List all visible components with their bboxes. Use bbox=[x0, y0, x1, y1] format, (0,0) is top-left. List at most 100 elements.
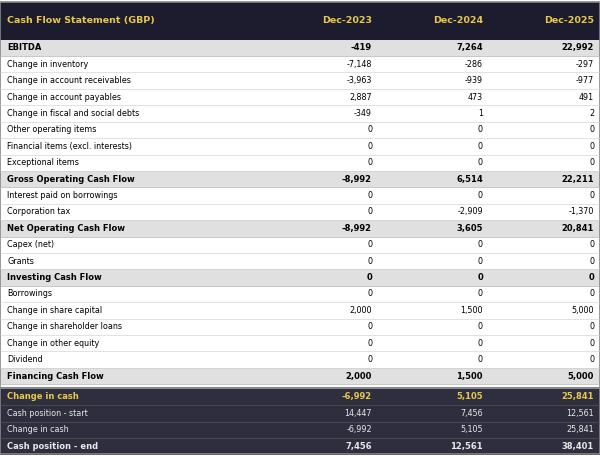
Text: Gross Operating Cash Flow: Gross Operating Cash Flow bbox=[7, 174, 135, 184]
Text: Capex (net): Capex (net) bbox=[7, 240, 55, 249]
Text: -6,992: -6,992 bbox=[346, 425, 372, 434]
Text: 14,447: 14,447 bbox=[344, 409, 372, 418]
Bar bbox=[0, 73, 600, 89]
Text: 0: 0 bbox=[478, 191, 483, 200]
Bar bbox=[0, 319, 600, 335]
Text: Borrowings: Borrowings bbox=[7, 290, 52, 298]
Text: 2: 2 bbox=[589, 109, 594, 118]
Text: 5,105: 5,105 bbox=[457, 392, 483, 402]
Text: 0: 0 bbox=[589, 142, 594, 151]
Text: 0: 0 bbox=[478, 339, 483, 348]
Bar bbox=[0, 389, 600, 405]
Bar bbox=[0, 187, 600, 204]
Text: Change in account receivables: Change in account receivables bbox=[7, 76, 131, 85]
Text: 0: 0 bbox=[478, 240, 483, 249]
Text: 0: 0 bbox=[589, 355, 594, 364]
Text: 0: 0 bbox=[367, 240, 372, 249]
Text: Corporation tax: Corporation tax bbox=[7, 207, 70, 217]
Text: -2,909: -2,909 bbox=[457, 207, 483, 217]
Text: 0: 0 bbox=[478, 322, 483, 331]
Text: 7,456: 7,456 bbox=[346, 442, 372, 451]
Text: 0: 0 bbox=[589, 257, 594, 266]
Text: 0: 0 bbox=[367, 207, 372, 217]
Text: 6,514: 6,514 bbox=[456, 174, 483, 184]
Text: 20,841: 20,841 bbox=[562, 224, 594, 233]
Bar bbox=[0, 438, 600, 454]
Text: Exceptional items: Exceptional items bbox=[7, 158, 79, 167]
Bar bbox=[0, 236, 600, 253]
Text: Net Operating Cash Flow: Net Operating Cash Flow bbox=[7, 224, 125, 233]
Text: -286: -286 bbox=[465, 60, 483, 69]
Text: Dec-2024: Dec-2024 bbox=[433, 17, 483, 26]
Text: Investing Cash Flow: Investing Cash Flow bbox=[7, 273, 102, 282]
Bar bbox=[0, 2, 600, 39]
Text: 0: 0 bbox=[367, 125, 372, 134]
Text: 22,211: 22,211 bbox=[562, 174, 594, 184]
Text: 0: 0 bbox=[478, 290, 483, 298]
Bar bbox=[0, 138, 600, 155]
Text: Dec-2023: Dec-2023 bbox=[322, 17, 372, 26]
Text: 0: 0 bbox=[589, 125, 594, 134]
Text: 25,841: 25,841 bbox=[562, 392, 594, 402]
Text: Change in cash: Change in cash bbox=[7, 425, 69, 434]
Text: 0: 0 bbox=[367, 142, 372, 151]
Bar bbox=[0, 89, 600, 105]
Text: 7,264: 7,264 bbox=[457, 43, 483, 52]
Text: -8,992: -8,992 bbox=[342, 224, 372, 233]
Text: -349: -349 bbox=[354, 109, 372, 118]
Text: Dec-2025: Dec-2025 bbox=[544, 17, 594, 26]
Text: 0: 0 bbox=[367, 355, 372, 364]
Text: -8,992: -8,992 bbox=[342, 174, 372, 184]
Text: 0: 0 bbox=[589, 339, 594, 348]
Bar bbox=[0, 422, 600, 438]
Text: -7,148: -7,148 bbox=[347, 60, 372, 69]
Text: 1,500: 1,500 bbox=[457, 371, 483, 381]
Text: Financing Cash Flow: Financing Cash Flow bbox=[7, 371, 104, 381]
Text: Cash position - end: Cash position - end bbox=[7, 442, 98, 451]
Bar bbox=[0, 335, 600, 352]
Text: 1,500: 1,500 bbox=[461, 306, 483, 315]
Text: 0: 0 bbox=[589, 240, 594, 249]
Bar bbox=[0, 368, 600, 384]
Text: Change in inventory: Change in inventory bbox=[7, 60, 88, 69]
Text: 12,561: 12,561 bbox=[451, 442, 483, 451]
Text: 0: 0 bbox=[367, 322, 372, 331]
Text: Other operating items: Other operating items bbox=[7, 125, 97, 134]
Text: 0: 0 bbox=[367, 257, 372, 266]
Text: 12,561: 12,561 bbox=[566, 409, 594, 418]
Text: 1: 1 bbox=[478, 109, 483, 118]
Text: EBITDA: EBITDA bbox=[7, 43, 41, 52]
Text: 0: 0 bbox=[477, 273, 483, 282]
Text: 0: 0 bbox=[367, 158, 372, 167]
Text: Change in cash: Change in cash bbox=[7, 392, 79, 402]
Text: Cash position - start: Cash position - start bbox=[7, 409, 88, 418]
Bar bbox=[0, 352, 600, 368]
Text: 0: 0 bbox=[478, 142, 483, 151]
Bar bbox=[0, 122, 600, 138]
Text: Change in fiscal and social debts: Change in fiscal and social debts bbox=[7, 109, 139, 118]
Text: 2,000: 2,000 bbox=[346, 371, 372, 381]
Text: 22,992: 22,992 bbox=[562, 43, 594, 52]
Text: 0: 0 bbox=[367, 290, 372, 298]
Bar bbox=[0, 302, 600, 319]
Bar bbox=[0, 105, 600, 122]
Bar bbox=[0, 220, 600, 236]
Text: -6,992: -6,992 bbox=[342, 392, 372, 402]
Text: Change in share capital: Change in share capital bbox=[7, 306, 103, 315]
Text: 473: 473 bbox=[468, 93, 483, 101]
Text: Cash Flow Statement (GBP): Cash Flow Statement (GBP) bbox=[7, 17, 155, 26]
Text: 0: 0 bbox=[589, 290, 594, 298]
Bar bbox=[0, 405, 600, 422]
Text: 2,887: 2,887 bbox=[349, 93, 372, 101]
Text: 7,456: 7,456 bbox=[460, 409, 483, 418]
Text: 38,401: 38,401 bbox=[562, 442, 594, 451]
Text: Change in shareholder loans: Change in shareholder loans bbox=[7, 322, 122, 331]
Text: 0: 0 bbox=[367, 191, 372, 200]
Bar bbox=[0, 155, 600, 171]
Text: 0: 0 bbox=[478, 158, 483, 167]
Text: 0: 0 bbox=[589, 158, 594, 167]
Bar bbox=[0, 56, 600, 73]
Bar bbox=[0, 269, 600, 286]
Bar bbox=[0, 286, 600, 302]
Bar bbox=[0, 204, 600, 220]
